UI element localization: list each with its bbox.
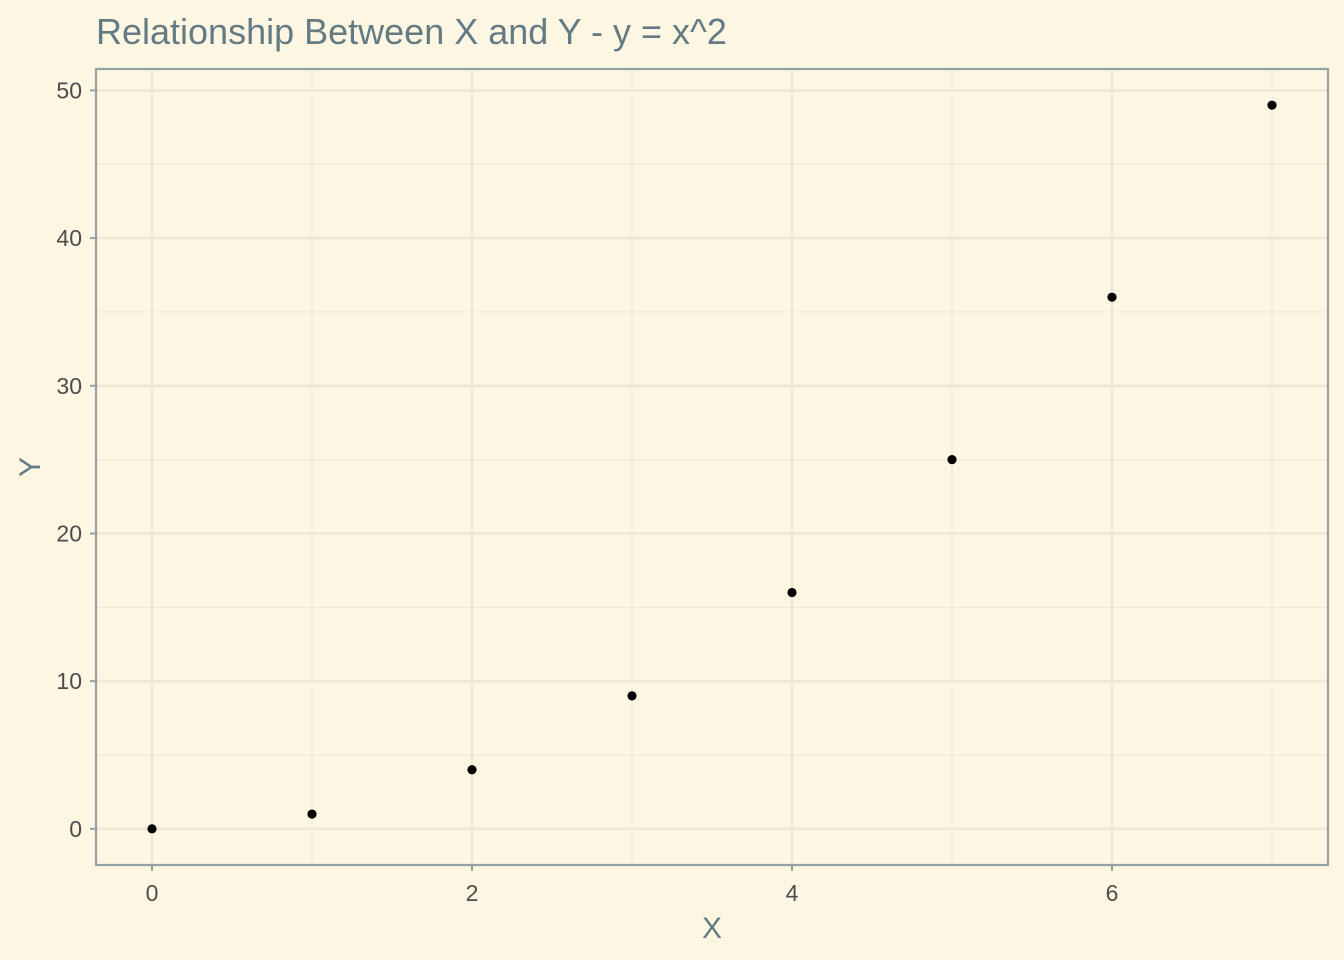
data-point	[307, 809, 317, 819]
data-points	[147, 100, 1277, 834]
y-tick-label: 30	[56, 373, 82, 399]
data-point	[947, 455, 957, 465]
plot-panel-border	[94, 67, 1330, 867]
y-axis-ticks: 0 10 20 30 40 50	[56, 77, 96, 842]
y-tick-label: 40	[56, 225, 82, 251]
minor-gridlines	[96, 69, 1328, 865]
x-tick-label: 4	[786, 880, 799, 906]
chart-title: Relationship Between X and Y - y = x^2	[96, 11, 727, 52]
x-tick-label: 2	[466, 880, 479, 906]
data-point	[787, 587, 797, 598]
y-tick-label: 50	[56, 77, 82, 103]
x-tick-label: 6	[1106, 880, 1119, 906]
y-axis-title: Y	[14, 457, 47, 477]
y-tick-label: 10	[56, 668, 82, 694]
y-tick-label: 20	[56, 520, 82, 546]
major-gridlines	[96, 69, 1328, 865]
data-point	[1107, 292, 1117, 302]
data-point	[1267, 100, 1277, 110]
data-point	[147, 824, 157, 834]
data-point	[627, 691, 637, 701]
data-point	[467, 765, 477, 775]
y-tick-label: 0	[69, 816, 82, 842]
x-axis-title: X	[702, 912, 722, 945]
x-axis-ticks: 0 2 4 6	[146, 865, 1119, 906]
x-tick-label: 0	[146, 880, 159, 906]
